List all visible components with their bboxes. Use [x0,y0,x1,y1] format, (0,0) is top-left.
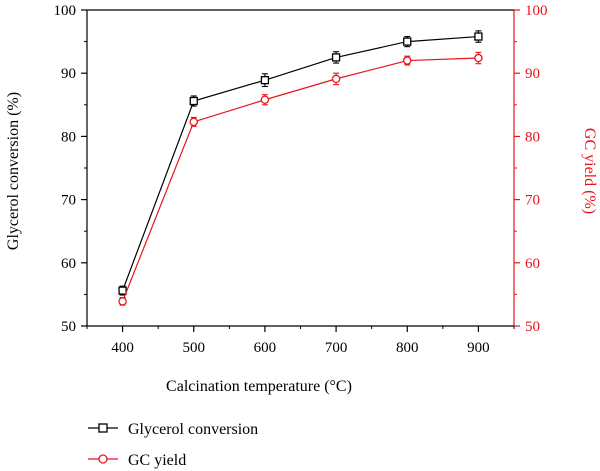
legend: Glycerol conversion GC yield [88,421,258,469]
data-point-glycerol-conversion [189,96,198,106]
data-point-gc-yield [474,53,483,63]
data-point-gc-yield [331,74,341,84]
x-tick-label: 900 [467,340,490,356]
right-y-tick-label: 90 [525,66,540,82]
series-line-gc-yield [122,57,479,302]
data-point-glycerol-conversion [260,76,270,85]
left-y-axis-title: Glycerol conversion (%) [5,92,22,250]
left-y-tick-label: 80 [61,129,76,145]
data-point-glycerol-conversion [118,286,127,295]
right-y-axis: 50 60 70 80 90 100 [514,3,548,335]
right-y-axis-title: GC yield (%) [581,128,598,214]
series-line-glycerol-conversion [122,35,479,291]
legend-item-glycerol-conversion: Glycerol conversion [88,421,258,438]
x-tick-label: 400 [111,340,134,356]
legend-label-gc-yield: GC yield [128,452,186,469]
left-y-tick-label: 100 [54,3,77,19]
right-y-tick-label: 70 [525,193,540,209]
data-point-gc-yield [118,297,127,306]
x-tick-label: 700 [325,340,348,356]
x-tick-label: 800 [396,340,419,356]
left-y-axis: 50 60 70 80 90 100 [54,3,87,335]
x-tick-label: 500 [183,340,206,356]
legend-marker-circle [98,454,108,464]
left-y-tick-label: 50 [61,319,76,335]
data-point-gc-yield [260,95,270,104]
data-point-gc-yield [402,56,412,65]
series-layer [118,30,483,306]
data-point-glycerol-conversion [474,32,483,41]
plot-area [86,9,515,327]
x-axis: 400 500 600 700 800 900 [86,326,515,356]
data-point-glycerol-conversion [331,53,341,62]
data-point-gc-yield [189,117,198,127]
x-axis-title: Calcination temperature (°C) [166,378,352,395]
left-y-tick-label: 60 [61,256,76,272]
data-point-glycerol-conversion [403,37,412,46]
x-tick-label: 600 [254,340,277,356]
right-y-tick-label: 60 [525,256,540,272]
left-y-tick-label: 70 [61,193,76,209]
right-y-tick-label: 50 [525,319,540,335]
left-y-tick-label: 90 [61,66,76,82]
right-y-tick-label: 100 [525,3,548,19]
legend-label-glycerol-conversion: Glycerol conversion [128,421,258,438]
right-y-tick-label: 80 [525,129,540,145]
legend-marker-square [98,423,108,433]
legend-item-gc-yield: GC yield [88,452,186,469]
